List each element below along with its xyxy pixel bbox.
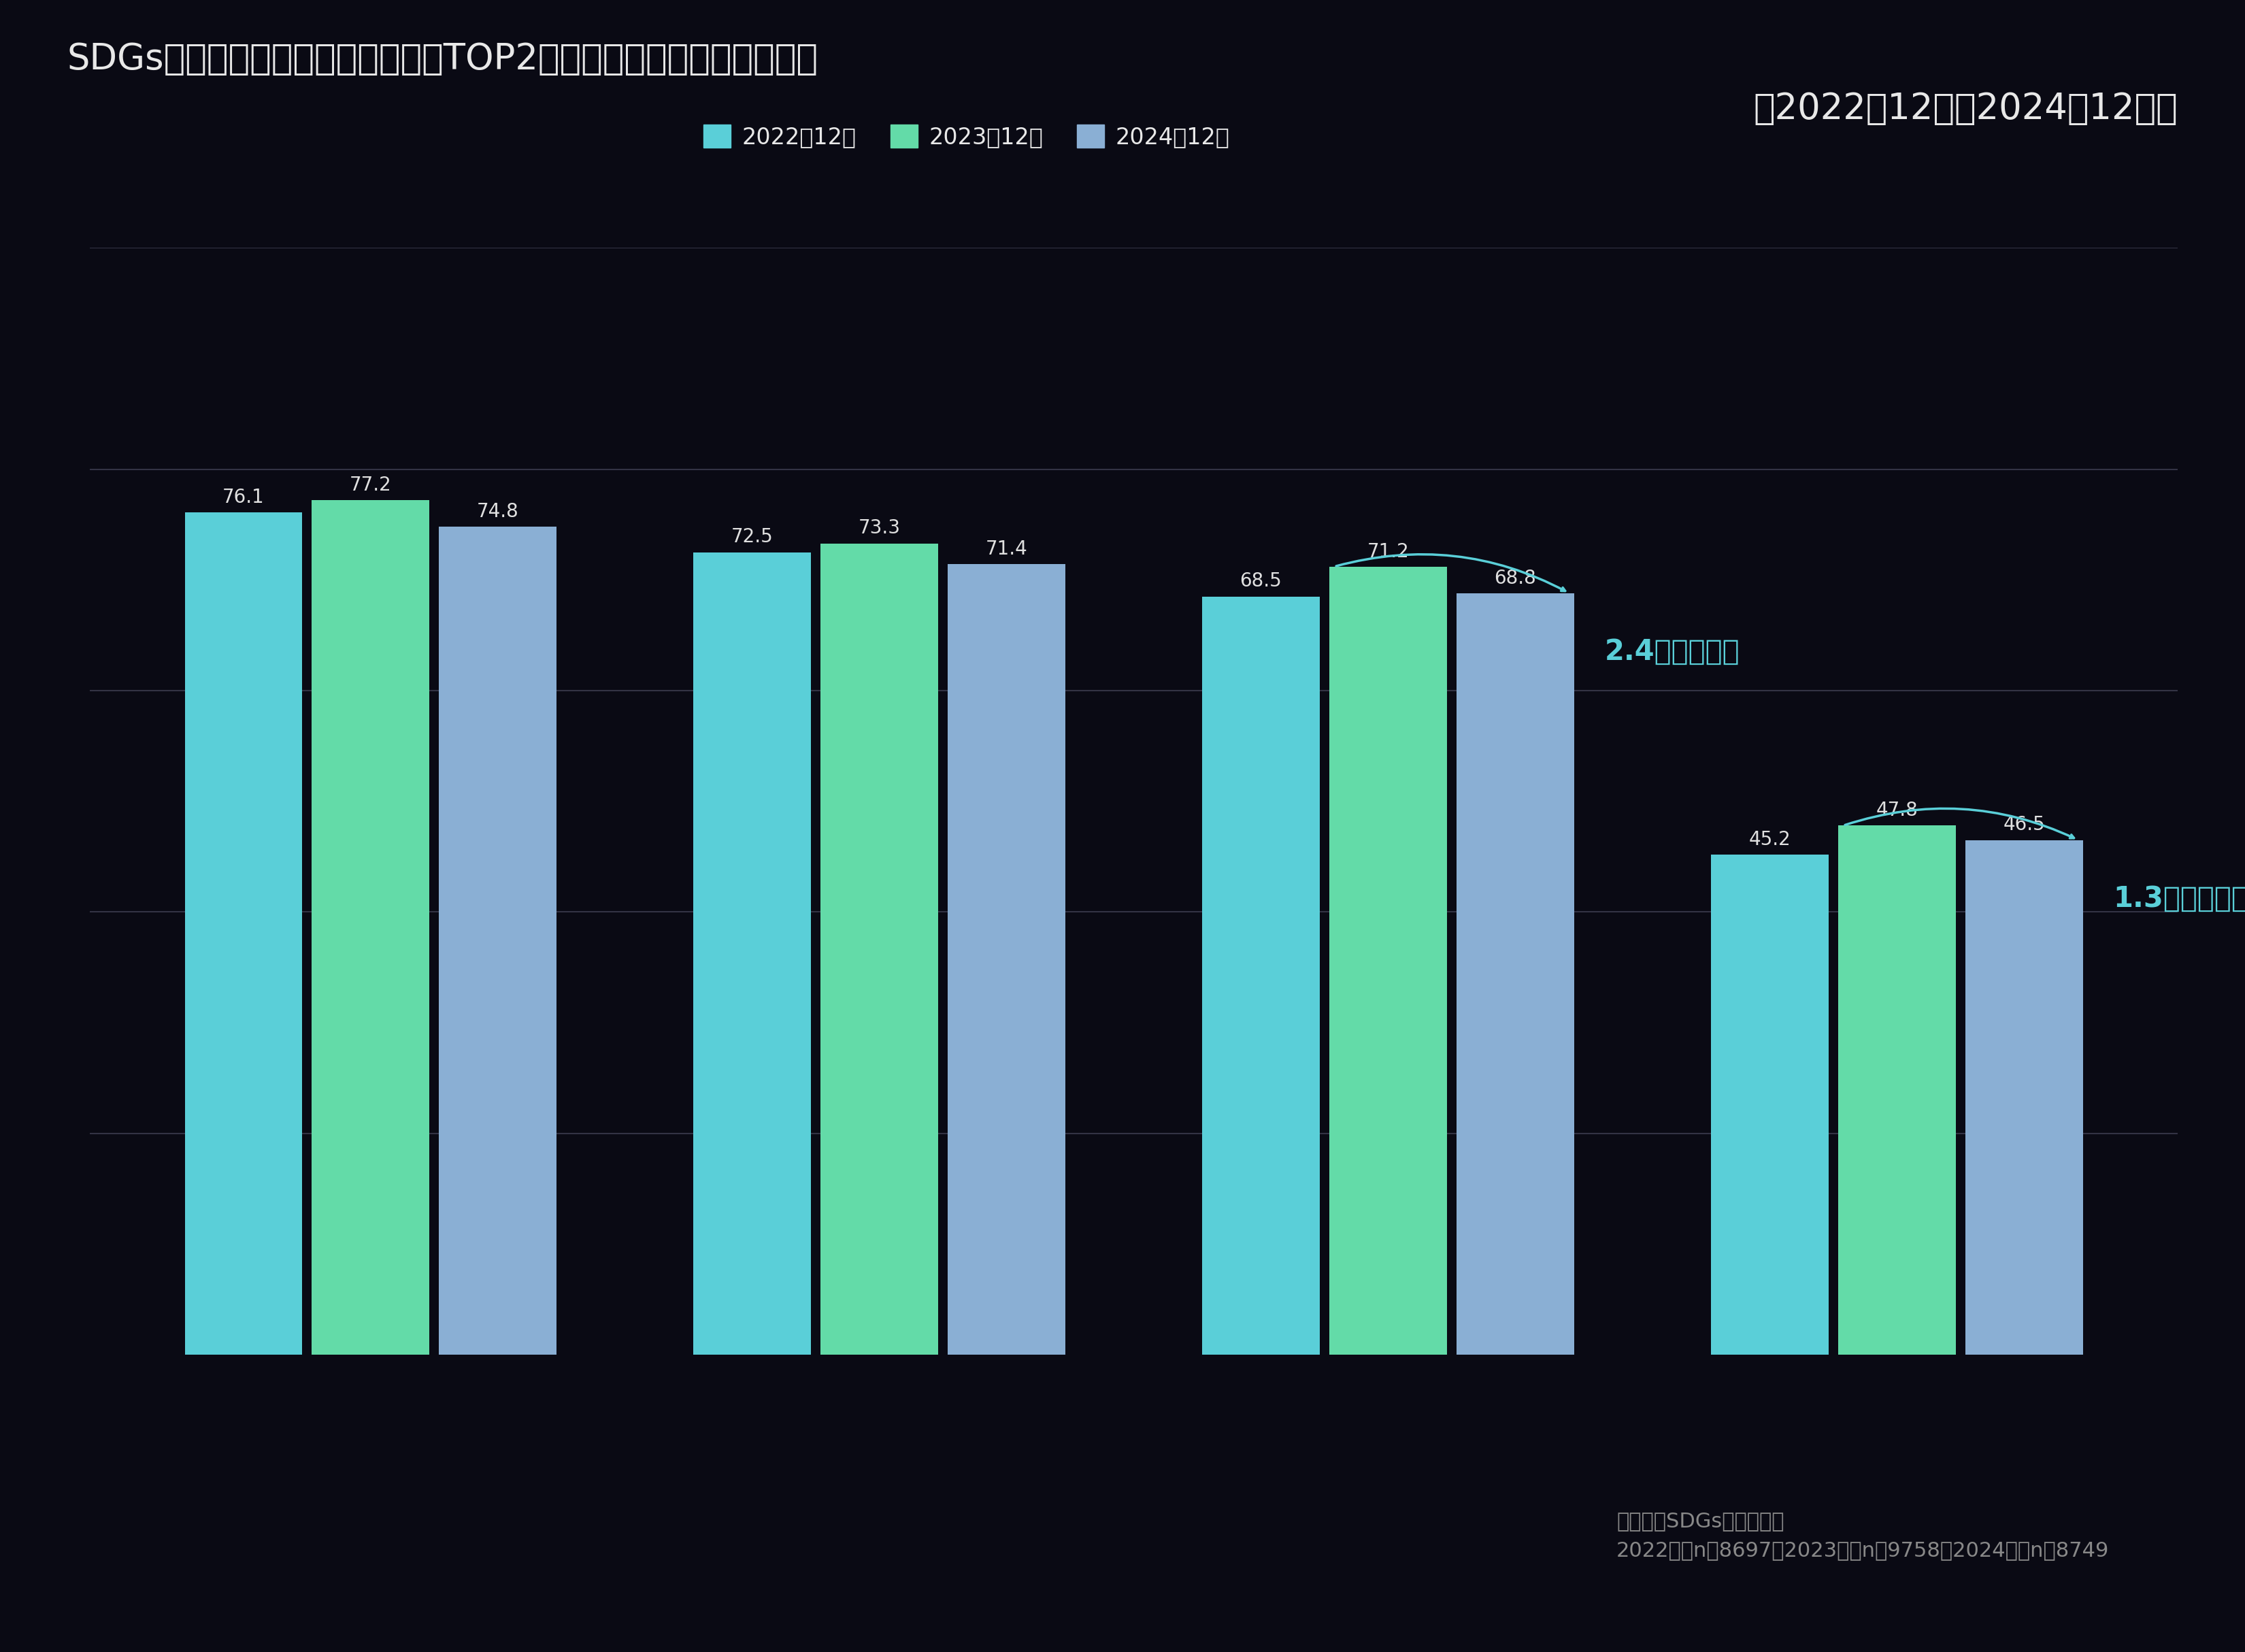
Text: 71.4: 71.4 bbox=[986, 540, 1028, 558]
Bar bbox=[947, 565, 1064, 1355]
Text: 45.2: 45.2 bbox=[1749, 829, 1792, 849]
Text: 77.2: 77.2 bbox=[350, 476, 391, 494]
Text: ベース：SDGs用語認知者
2022年：n＝8697、2023年：n＝9758、2024年：n＝8749: ベース：SDGs用語認知者 2022年：n＝8697、2023年：n＝9758、… bbox=[1616, 1512, 2110, 1561]
Text: 1.3ポイント減: 1.3ポイント減 bbox=[2113, 884, 2245, 914]
Text: 47.8: 47.8 bbox=[1877, 801, 1917, 819]
Bar bbox=[1711, 854, 1827, 1355]
Bar bbox=[184, 512, 301, 1355]
Text: 46.5: 46.5 bbox=[2003, 816, 2045, 834]
Text: 68.8: 68.8 bbox=[1495, 568, 1536, 588]
Bar bbox=[1203, 596, 1320, 1355]
Text: 72.5: 72.5 bbox=[732, 527, 772, 547]
Text: SDGsについてどのように思うか（TOP2：そう思う＋まあそう思う）: SDGsについてどのように思うか（TOP2：そう思う＋まあそう思う） bbox=[67, 41, 819, 76]
Bar bbox=[1329, 567, 1446, 1355]
Bar bbox=[1457, 593, 1574, 1355]
Bar bbox=[694, 552, 810, 1355]
Text: 2.4ポイント減: 2.4ポイント減 bbox=[1605, 638, 1740, 666]
Legend: 2022年12月, 2023年12月, 2024年12月: 2022年12月, 2023年12月, 2024年12月 bbox=[694, 116, 1239, 157]
Text: 73.3: 73.3 bbox=[858, 519, 900, 539]
Text: 71.2: 71.2 bbox=[1367, 542, 1410, 562]
Text: 74.8: 74.8 bbox=[476, 502, 519, 520]
Bar bbox=[440, 527, 557, 1355]
Text: 68.5: 68.5 bbox=[1239, 572, 1282, 591]
Bar bbox=[1967, 839, 2083, 1355]
Text: （2022年12月～2024年12月）: （2022年12月～2024年12月） bbox=[1753, 91, 2178, 126]
Bar bbox=[1839, 826, 1955, 1355]
Text: 76.1: 76.1 bbox=[222, 487, 265, 507]
Bar bbox=[312, 501, 429, 1355]
Bar bbox=[822, 544, 938, 1355]
